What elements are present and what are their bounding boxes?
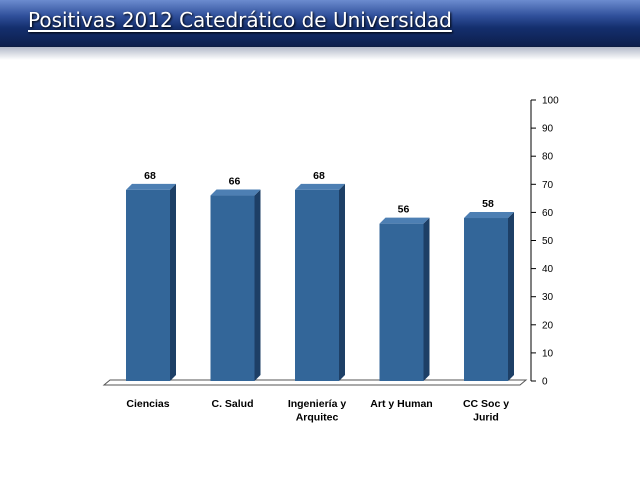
bar [295, 189, 339, 381]
data-label: 68 [144, 170, 156, 182]
data-label: 56 [398, 204, 410, 216]
x-tick-label: C. Salud [211, 398, 253, 410]
bar [379, 223, 424, 381]
bar-side [170, 183, 176, 381]
x-tick-label: Jurid [473, 412, 499, 424]
y-tick-label: 30 [542, 292, 554, 303]
y-tick-label: 20 [542, 320, 554, 331]
y-tick-label: 100 [542, 96, 559, 107]
bar-top [210, 189, 261, 196]
y-tick-label: 90 [542, 124, 554, 135]
bar-top [379, 217, 430, 224]
data-label: 66 [229, 176, 241, 188]
bar-side [254, 189, 261, 381]
chart-floor [102, 379, 528, 386]
y-tick-label: 10 [542, 348, 554, 359]
x-tick-label: CC Soc y [463, 398, 509, 410]
bar-side [339, 183, 345, 381]
bar-top [126, 183, 176, 190]
y-tick-label: 60 [542, 208, 554, 219]
bar-top [295, 183, 345, 190]
data-label: 68 [313, 170, 325, 182]
bar-top [464, 212, 514, 219]
page-title: Positivas 2012 Catedrático de Universida… [28, 8, 452, 32]
y-tick-label: 80 [542, 152, 554, 163]
title-bar: Positivas 2012 Catedrático de Universida… [0, 0, 640, 60]
x-tick-label: Art y Human [370, 398, 432, 410]
data-label: 58 [482, 198, 494, 210]
bar [210, 195, 255, 381]
x-tick-label: Arquitec [296, 412, 339, 424]
bar-side [423, 217, 430, 381]
y-tick-label: 70 [542, 180, 554, 191]
bar [126, 189, 170, 381]
x-tick-label: Ingeniería y [288, 398, 347, 410]
y-tick-label: 40 [542, 264, 554, 275]
y-tick-label: 0 [542, 377, 548, 388]
x-tick-label: Ciencias [126, 398, 169, 410]
y-tick-label: 50 [542, 236, 554, 247]
bar-side [508, 212, 514, 381]
bar [464, 218, 508, 381]
